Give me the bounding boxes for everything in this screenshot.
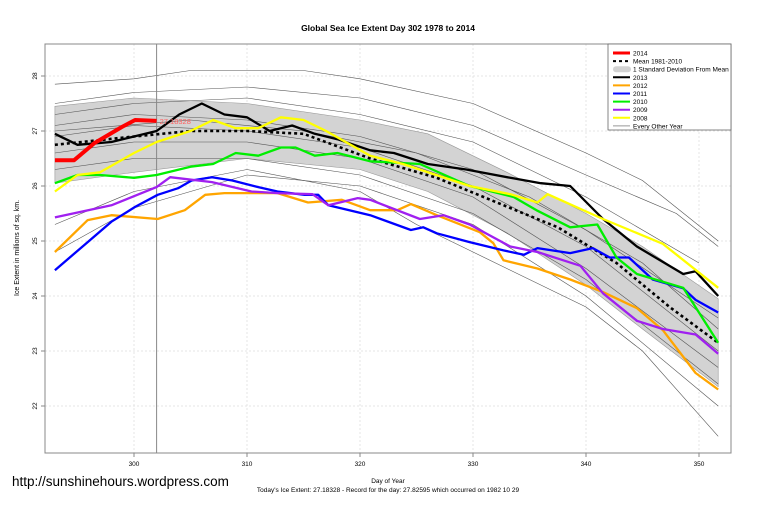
x-tick-label: 300 [129,461,140,468]
legend-label: 2009 [633,107,648,114]
series-lines [54,102,720,391]
axis-ticks: 300 310 320 330 340 350 22 23 24 25 26 27 28 [32,72,705,468]
every-other-year-line [54,169,719,437]
x-tick-label: 330 [468,461,479,468]
every-other-year-line [54,119,719,330]
y-tick-label: 27 [32,127,39,135]
x-tick-label: 310 [242,461,253,468]
legend-swatch-band [613,66,631,73]
y-tick-label: 26 [32,182,39,190]
series-line-2008 [54,116,719,289]
series-line-mean-1981-2010 [54,129,719,344]
y-axis-label: Ice Extent in millions of sq. km. [14,200,21,296]
x-tick-label: 340 [581,461,592,468]
every-other-year-line [54,158,719,385]
series-line-2010 [54,146,720,344]
plot-frame [44,43,732,454]
chart-title: Global Sea Ice Extent Day 302 1978 to 20… [301,23,475,33]
today-value-label: 27.18328 [160,117,191,126]
x-tick-label: 350 [694,461,705,468]
sd-band [54,97,719,388]
legend-label: Mean 1981-2010 [633,59,683,66]
every-other-year-lines [54,70,719,437]
watermark-url[interactable]: http://sunshinehours.wordpress.com [12,474,229,489]
x-tick-label: 320 [355,461,366,468]
series-line-2011 [54,176,719,314]
legend-label: 1 Standard Deviation From Mean [633,67,729,74]
every-other-year-line [54,70,719,242]
y-tick-label: 22 [32,402,39,410]
y-tick-label: 23 [32,347,39,355]
sd-band-area [54,97,719,388]
y-tick-label: 25 [32,237,39,245]
y-tick-label: 28 [32,72,39,80]
caption: Today's Ice Extent: 27.18328 - Record fo… [257,487,520,494]
every-other-year-line [54,97,700,264]
y-tick-label: 24 [32,292,39,300]
legend-label: 2012 [633,83,648,90]
legend-label: Every Other Year [633,123,683,130]
every-other-year-line [54,86,719,247]
legend-label: 2011 [633,91,647,98]
series-line-2009 [54,176,719,355]
series-line-2014 [54,118,157,163]
legend-label: 2013 [633,75,648,82]
legend-label: 2008 [633,115,648,122]
x-axis-label: Day of Year [371,478,405,485]
legend-label: 2014 [633,51,648,58]
legend-label: 2010 [633,99,648,106]
legend-box [607,43,732,131]
